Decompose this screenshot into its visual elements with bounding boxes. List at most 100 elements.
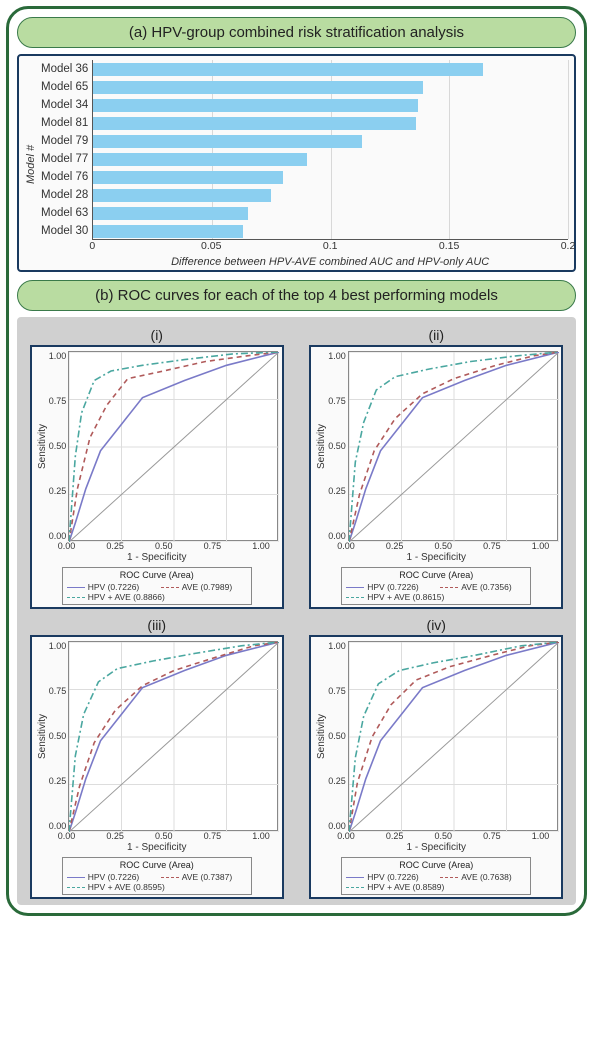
legend-swatch — [346, 887, 364, 888]
legend-swatch — [440, 587, 458, 588]
ytick: 0.50 — [328, 731, 346, 741]
bar — [93, 171, 283, 184]
xtick: 0.05 — [201, 240, 221, 252]
xtick: 0.25 — [386, 831, 404, 841]
legend-text: HPV + AVE (0.8866) — [88, 592, 165, 602]
ytick: 0.50 — [328, 441, 346, 451]
xtick: 0.2 — [561, 240, 576, 252]
xtick: 0.75 — [483, 831, 501, 841]
ytick: 0.75 — [49, 686, 67, 696]
ytick: 1.00 — [328, 351, 346, 361]
bar — [93, 117, 416, 130]
legend-swatch — [67, 877, 85, 878]
figure-container: (a) HPV-group combined risk stratificati… — [6, 6, 587, 916]
bar-label: Model 34 — [41, 96, 88, 114]
roc-subplot: (ii)Sensitivity1.000.750.500.250.00 0.00… — [303, 327, 571, 609]
panel-b-title: (b) ROC curves for each of the top 4 bes… — [17, 280, 576, 311]
legend-text: AVE (0.7387) — [182, 872, 232, 882]
legend-swatch — [161, 587, 179, 588]
bar — [93, 135, 361, 148]
legend-title: ROC Curve (Area) — [67, 860, 247, 870]
legend-text: HPV (0.7226) — [88, 872, 140, 882]
legend-text: AVE (0.7356) — [461, 582, 511, 592]
legend-item: AVE (0.7387) — [161, 872, 247, 882]
xtick: 0.15 — [439, 240, 459, 252]
xtick: 0.75 — [204, 541, 222, 551]
roc-legend: ROC Curve (Area) HPV (0.7226) AVE (0.7989)… — [62, 567, 252, 605]
ytick: 0.75 — [328, 686, 346, 696]
ytick: 0.00 — [328, 531, 346, 541]
bar-plot-area — [92, 60, 568, 240]
roc-legend: ROC Curve (Area) HPV (0.7226) AVE (0.7387)… — [62, 857, 252, 895]
roc-xlabel: 1 - Specificity — [315, 842, 557, 853]
legend-item: HPV + AVE (0.8615) — [346, 592, 526, 602]
roc-ylabel: Sensitivity — [36, 351, 49, 541]
legend-text: HPV + AVE (0.8589) — [367, 882, 444, 892]
xtick: 1.00 — [252, 831, 270, 841]
legend-item: HPV (0.7226) — [346, 582, 432, 592]
ytick: 0.25 — [49, 486, 67, 496]
legend-swatch — [161, 877, 179, 878]
legend-title: ROC Curve (Area) — [67, 570, 247, 580]
roc-legend: ROC Curve (Area)HPV (0.7226)AVE (0.7356)… — [341, 567, 531, 605]
xtick: 0.25 — [106, 541, 124, 551]
legend-text: HPV + AVE (0.8595) — [88, 882, 165, 892]
legend-text: AVE (0.7638) — [461, 872, 511, 882]
legend-text: HPV (0.7226) — [88, 582, 140, 592]
roc-plot-area — [348, 641, 558, 831]
xtick: 0.00 — [58, 831, 76, 841]
roc-box: Sensitivity1.000.750.500.250.00 0.000.25… — [309, 345, 563, 609]
panel-a-xaxis: 00.050.10.150.2 — [92, 240, 568, 254]
legend-item: HPV (0.7226) — [67, 872, 153, 882]
ytick: 0.25 — [328, 776, 346, 786]
roc-box: Sensitivity1.000.750.500.250.00 0.000.25… — [30, 345, 284, 609]
bar-label: Model 28 — [41, 186, 88, 204]
bar — [93, 63, 482, 76]
legend-item: AVE (0.7989) — [161, 582, 247, 592]
ytick: 0.00 — [328, 821, 346, 831]
legend-item: HPV + AVE (0.8595) — [67, 882, 247, 892]
bar — [93, 225, 243, 238]
xtick: 0.50 — [155, 831, 173, 841]
bar-category-labels: Model 36Model 65Model 34Model 81Model 79… — [37, 60, 92, 268]
roc-ylabel: Sensitivity — [36, 641, 49, 831]
xtick: 0.50 — [434, 541, 452, 551]
xtick: 0.50 — [155, 541, 173, 551]
xtick: 0.25 — [106, 831, 124, 841]
ytick: 0.50 — [49, 441, 67, 451]
bar — [93, 189, 271, 202]
ytick: 0.75 — [328, 396, 346, 406]
roc-xlabel: 1 - Specificity — [36, 552, 278, 563]
xtick: 0 — [89, 240, 95, 252]
subplot-label: (ii) — [303, 327, 571, 343]
xtick: 0.00 — [58, 541, 76, 551]
bar-label: Model 65 — [41, 78, 88, 96]
xtick: 1.00 — [532, 541, 550, 551]
legend-text: HPV + AVE (0.8615) — [367, 592, 444, 602]
ytick: 0.25 — [328, 486, 346, 496]
legend-item: HPV (0.7226) — [67, 582, 153, 592]
bar — [93, 153, 307, 166]
bar-label: Model 76 — [41, 168, 88, 186]
legend-swatch — [346, 597, 364, 598]
ytick: 0.00 — [49, 531, 67, 541]
panel-a-chart: Model # Model 36Model 65Model 34Model 81… — [17, 54, 576, 272]
legend-swatch — [346, 877, 364, 878]
legend-swatch — [67, 597, 85, 598]
subplot-label: (iv) — [303, 617, 571, 633]
panel-a-ylabel: Model # — [25, 60, 37, 268]
ytick: 1.00 — [49, 641, 67, 651]
roc-ylabel: Sensitivity — [315, 641, 328, 831]
ytick: 0.50 — [49, 731, 67, 741]
xtick: 0.75 — [483, 541, 501, 551]
bar-label: Model 81 — [41, 114, 88, 132]
legend-item: AVE (0.7638) — [440, 872, 526, 882]
bar-label: Model 79 — [41, 132, 88, 150]
roc-plot-area — [68, 641, 278, 831]
legend-swatch — [67, 887, 85, 888]
xtick: 0.25 — [386, 541, 404, 551]
panel-a-xlabel: Difference between HPV-AVE combined AUC … — [92, 256, 568, 268]
subplot-label: (i) — [23, 327, 291, 343]
ytick: 0.75 — [49, 396, 67, 406]
legend-item: AVE (0.7356) — [440, 582, 526, 592]
